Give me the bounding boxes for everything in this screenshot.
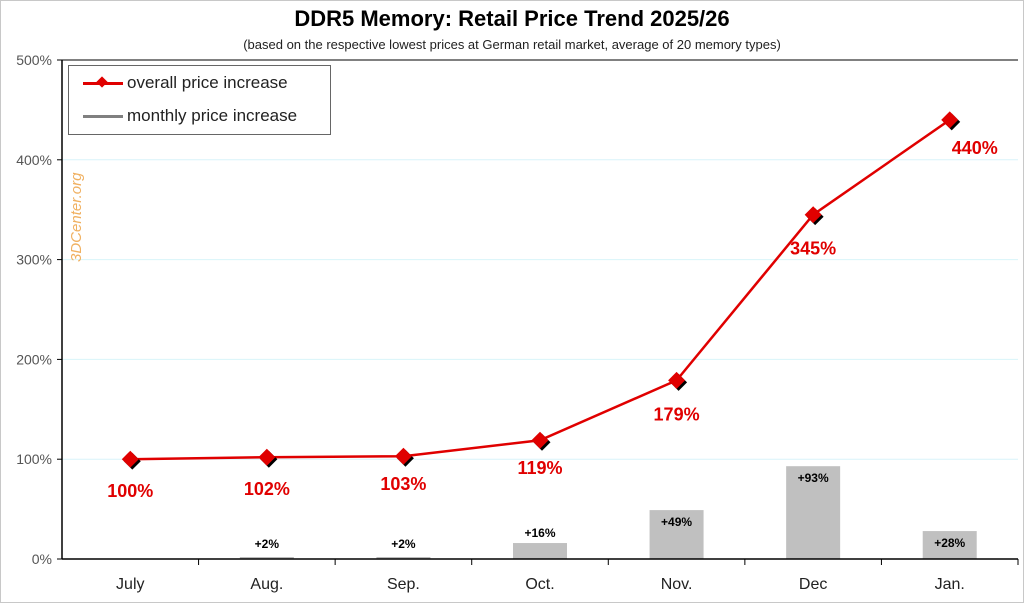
- y-tick-label: 100%: [16, 451, 52, 467]
- bar: [786, 466, 841, 559]
- bar: [376, 557, 431, 559]
- x-tick-label: July: [116, 576, 144, 593]
- legend-item-monthly: monthly price increase: [83, 104, 297, 128]
- legend: overall price increase monthly price inc…: [68, 65, 331, 135]
- legend-line-diamond-icon: [83, 75, 123, 88]
- y-tick-label: 400%: [16, 152, 52, 168]
- x-tick-label: Dec: [799, 576, 827, 593]
- bar: [649, 510, 704, 559]
- series-line: [130, 118, 951, 461]
- data-label: 100%: [107, 481, 153, 501]
- bar-label: +2%: [255, 537, 280, 551]
- bar-label: +93%: [798, 471, 829, 485]
- data-label: 102%: [244, 479, 290, 499]
- bar-label: +16%: [524, 526, 555, 540]
- data-point: [668, 371, 686, 389]
- legend-label: overall price increase: [127, 73, 288, 92]
- x-tick-label: Sep.: [387, 576, 420, 593]
- bar-label: +28%: [934, 536, 965, 550]
- chart-title: DDR5 Memory: Retail Price Trend 2025/26: [294, 6, 730, 31]
- chart-subtitle: (based on the respective lowest prices a…: [243, 37, 781, 52]
- y-tick-label: 500%: [16, 52, 52, 68]
- legend-label: monthly price increase: [127, 106, 298, 125]
- x-tick-label: Jan.: [935, 576, 965, 593]
- data-point: [258, 448, 276, 466]
- bar: [513, 543, 567, 559]
- data-point: [531, 431, 549, 449]
- legend-line-icon: [83, 114, 123, 118]
- bar: [239, 557, 294, 559]
- y-tick-label: 300%: [16, 252, 52, 268]
- x-tick-label: Nov.: [661, 576, 693, 593]
- bar: [922, 531, 977, 559]
- watermark: 3DCenter.org: [68, 172, 85, 263]
- data-label: 119%: [517, 458, 562, 478]
- data-label: 345%: [790, 239, 836, 259]
- data-label: 103%: [380, 474, 426, 494]
- x-tick-label: Oct.: [525, 576, 554, 593]
- data-point: [941, 111, 959, 129]
- bar-label: +2%: [391, 537, 416, 551]
- x-tick-label: Aug.: [250, 576, 283, 593]
- data-point: [804, 206, 822, 224]
- legend-item-overall: overall price increase: [83, 71, 288, 95]
- data-point: [394, 447, 412, 465]
- bar-label: +49%: [661, 515, 692, 529]
- y-tick-label: 200%: [16, 351, 52, 367]
- data-label: 179%: [654, 404, 700, 424]
- data-label: 440%: [952, 138, 998, 158]
- y-tick-label: 0%: [32, 551, 52, 567]
